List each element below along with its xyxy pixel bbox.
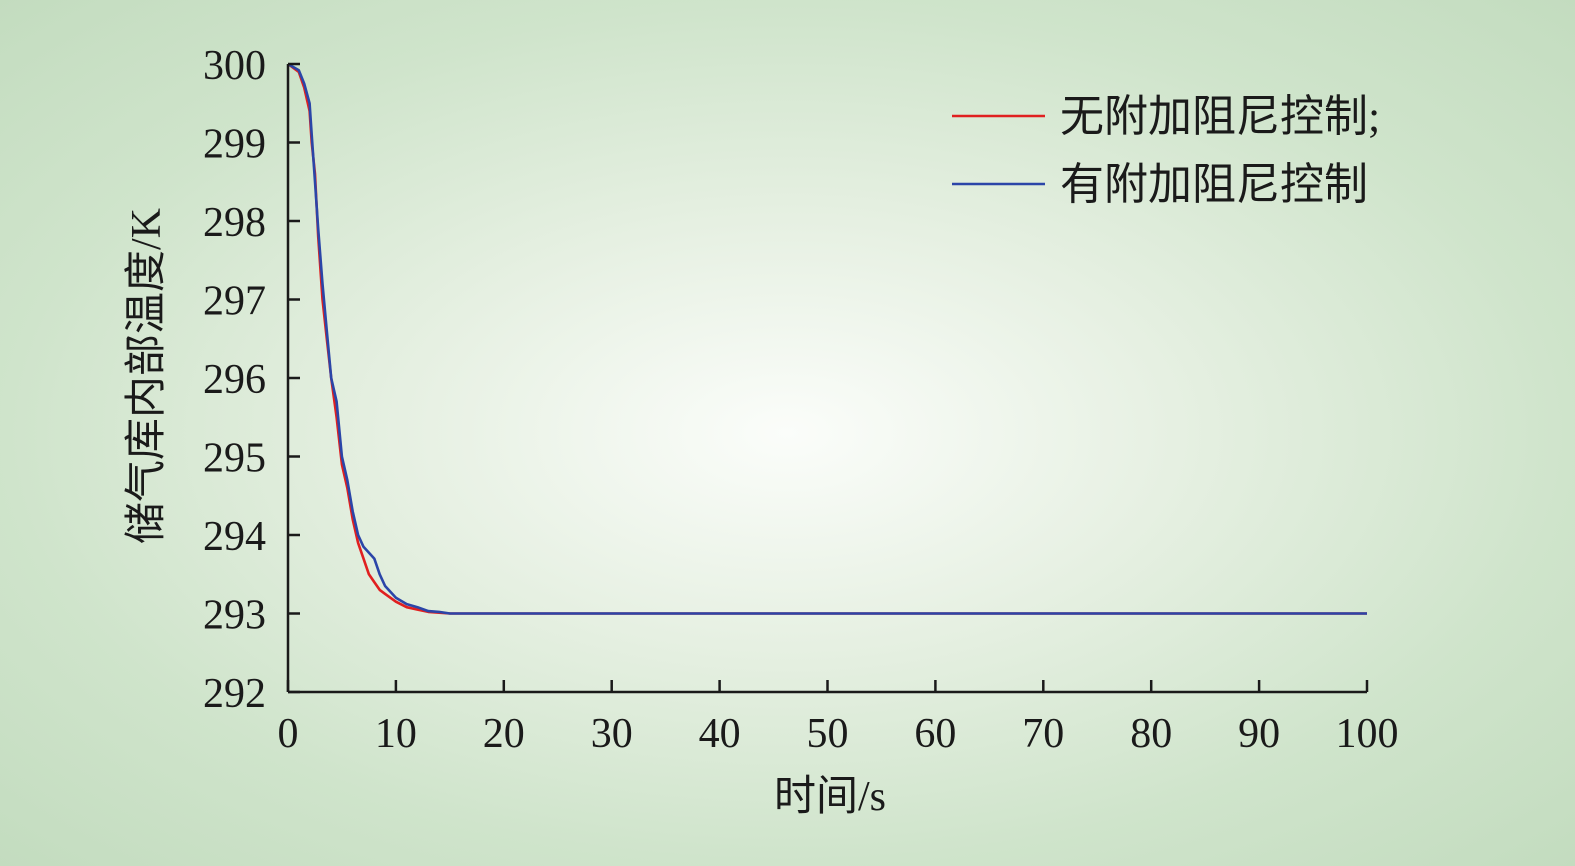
- legend-label-1: 无附加阻尼控制;: [1060, 92, 1380, 141]
- legend: 无附加阻尼控制; 有附加阻尼控制: [952, 92, 1380, 209]
- x-tick-label: 40: [699, 711, 741, 757]
- x-tick-label: 30: [591, 711, 633, 757]
- y-tick-label: 292: [203, 671, 266, 717]
- x-tick-label: 50: [807, 711, 849, 757]
- x-tick-label: 60: [914, 711, 956, 757]
- legend-label-2: 有附加阻尼控制: [1060, 160, 1368, 209]
- y-tick-label: 300: [203, 43, 266, 89]
- y-tick-label: 299: [203, 122, 266, 168]
- plot-series: [287, 62, 1367, 615]
- x-tick-label: 20: [483, 711, 525, 757]
- y-tick-label: 295: [203, 436, 266, 482]
- x-tick-label: 0: [278, 711, 299, 757]
- y-tick-label: 296: [203, 357, 266, 403]
- y-tick-label: 297: [203, 279, 266, 325]
- x-tick-label: 90: [1238, 711, 1280, 757]
- series-line-1: [287, 62, 1367, 615]
- x-tick-label: 100: [1336, 711, 1399, 757]
- y-tick-label: 294: [203, 514, 266, 560]
- y-axis-label: 储气库内部温度/K: [124, 208, 170, 544]
- y-tick-label: 298: [203, 200, 266, 246]
- series-line-2: [287, 62, 1367, 615]
- y-tick-label: 293: [203, 593, 266, 639]
- x-axis-label: 时间/s: [774, 774, 886, 820]
- axes: 292 293 294 295 296 297 298 299 300 0 10 20 30 40 50 60…: [203, 43, 1399, 757]
- x-tick-label: 80: [1130, 711, 1172, 757]
- x-tick-label: 70: [1022, 711, 1064, 757]
- x-tick-label: 10: [375, 711, 417, 757]
